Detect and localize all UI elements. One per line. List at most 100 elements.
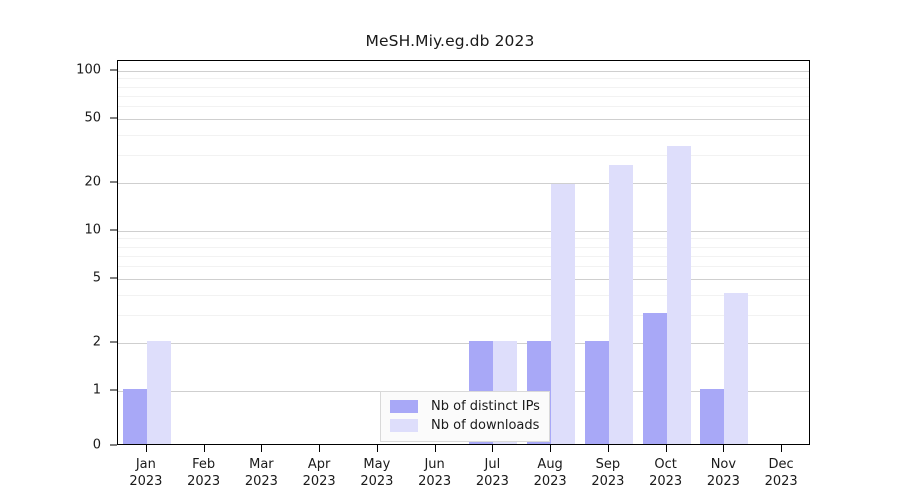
x-tick-mark [261, 445, 263, 452]
x-tick-month: Jun [424, 457, 445, 472]
gridline-minor [118, 106, 809, 108]
x-tick-mark [492, 445, 494, 452]
x-tick-year: 2023 [706, 474, 740, 489]
x-tick-year: 2023 [764, 474, 798, 489]
x-tick-mark [665, 445, 667, 452]
x-tick-label: Nov 2023 [707, 456, 740, 490]
x-tick-label: Aug 2023 [534, 456, 567, 490]
gridline-minor [118, 255, 809, 257]
x-tick-year: 2023 [244, 474, 278, 489]
y-tick-mark [110, 389, 117, 391]
x-tick-mark [376, 445, 378, 452]
bar-distinct-ips [700, 389, 725, 444]
gridline-minor [118, 78, 809, 80]
legend-label: Nb of downloads [431, 418, 540, 433]
gridline-minor [118, 95, 809, 97]
x-axis: Jan 2023 Feb 2023 Mar 2023 Apr 2023 May 2023 Jun 20… [117, 445, 810, 500]
legend-swatch-icon [390, 419, 418, 432]
gridline-minor [118, 154, 809, 156]
x-tick-mark [550, 445, 552, 452]
x-tick-month: Oct [654, 457, 677, 472]
x-tick-month: Mar [249, 457, 274, 472]
bar-distinct-ips [584, 340, 609, 444]
x-tick-year: 2023 [302, 474, 336, 489]
x-tick-label: Jan 2023 [129, 456, 162, 490]
y-tick-mark [110, 444, 117, 446]
x-tick-month: Jan [135, 457, 156, 472]
y-tick-label: 0 [92, 437, 101, 453]
y-tick-label: 2 [92, 334, 101, 350]
legend-item[interactable]: Nb of distinct IPs [390, 397, 540, 416]
bar-distinct-ips [642, 312, 667, 444]
x-tick-year: 2023 [418, 474, 452, 489]
y-tick-label: 5 [92, 270, 101, 286]
x-tick-label: Dec 2023 [765, 456, 798, 490]
gridline-minor [118, 314, 809, 316]
x-tick-year: 2023 [649, 474, 683, 489]
x-tick-mark [203, 445, 205, 452]
y-tick-label: 20 [84, 174, 101, 190]
bar-distinct-ips [122, 389, 147, 444]
bar-downloads [666, 146, 691, 444]
y-tick-mark [110, 277, 117, 279]
x-tick-month: Nov [710, 457, 737, 472]
gridline-major [118, 231, 809, 232]
gridline-minor [118, 266, 809, 268]
chart-title: MeSH.Miy.eg.db 2023 [365, 32, 535, 50]
y-axis: 0 1 2 5 10 20 50 100 [0, 60, 117, 453]
y-tick-mark [110, 117, 117, 119]
x-tick-month: Sep [595, 457, 621, 472]
x-tick-year: 2023 [129, 474, 163, 489]
chart-legend: Nb of distinct IPs Nb of downloads [380, 391, 550, 442]
y-tick-mark [110, 341, 117, 343]
x-tick-label: Feb 2023 [187, 456, 220, 490]
gridline-minor [118, 246, 809, 248]
x-tick-month: Jul [484, 457, 501, 472]
x-tick-month: May [363, 457, 391, 472]
x-tick-month: Apr [307, 457, 331, 472]
x-tick-year: 2023 [360, 474, 394, 489]
legend-label: Nb of distinct IPs [431, 399, 540, 414]
x-tick-mark [781, 445, 783, 452]
x-tick-label: Apr 2023 [303, 456, 336, 490]
x-tick-mark [319, 445, 321, 452]
x-tick-year: 2023 [475, 474, 509, 489]
legend-swatch-icon [390, 400, 418, 413]
x-tick-month: Dec [768, 457, 794, 472]
bar-downloads [608, 165, 633, 444]
y-tick-label: 1 [92, 382, 101, 398]
x-tick-month: Feb [192, 457, 216, 472]
x-tick-mark [723, 445, 725, 452]
gridline-major [118, 279, 809, 281]
gridline-minor [118, 134, 809, 136]
y-tick-label: 10 [84, 222, 101, 238]
bar-downloads [146, 340, 171, 444]
x-tick-label: May 2023 [360, 456, 393, 490]
bar-downloads [551, 184, 576, 444]
gridline-major [118, 71, 809, 72]
y-tick-label: 50 [84, 110, 101, 126]
y-tick-mark [110, 229, 117, 231]
x-tick-mark [434, 445, 436, 452]
gridline-major [118, 342, 809, 344]
gridline-major [118, 182, 809, 184]
x-tick-year: 2023 [187, 474, 221, 489]
x-tick-label: Jun 2023 [418, 456, 451, 490]
gridline-major [118, 119, 809, 121]
x-tick-year: 2023 [533, 474, 567, 489]
legend-item[interactable]: Nb of downloads [390, 416, 540, 435]
x-tick-label: Sep 2023 [591, 456, 624, 490]
x-tick-mark [145, 445, 147, 452]
y-tick-mark [110, 181, 117, 183]
x-tick-month: Aug [537, 457, 563, 472]
x-tick-label: Oct 2023 [649, 456, 682, 490]
x-tick-label: Mar 2023 [245, 456, 278, 490]
gridline-minor [118, 238, 809, 240]
x-tick-year: 2023 [591, 474, 625, 489]
gridline-minor [118, 86, 809, 88]
plot-area [117, 60, 810, 445]
gridline-minor [118, 294, 809, 296]
y-tick-mark [110, 69, 117, 71]
x-tick-label: Jul 2023 [476, 456, 509, 490]
